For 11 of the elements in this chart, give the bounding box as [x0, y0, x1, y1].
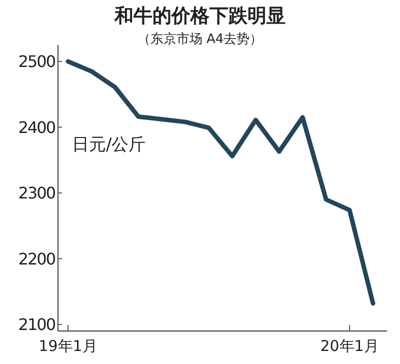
x-tick-label: 19年1月: [38, 337, 98, 355]
chart-subtitle: （东京市场 A4去势）: [137, 32, 263, 47]
y-tick-label: 2300: [18, 184, 56, 203]
y-tick-label: 2500: [18, 52, 56, 72]
x-tick-label: 20年1月: [320, 337, 379, 355]
line-series: [66, 59, 376, 306]
y-tick-label: 2200: [18, 249, 56, 268]
y-axis-title: 日元/公斤: [72, 135, 146, 155]
chart-title: 和牛的价格下跌明显: [114, 5, 286, 27]
y-tick-label: 2400: [18, 118, 56, 137]
y-tick-label: 2100: [18, 315, 56, 334]
